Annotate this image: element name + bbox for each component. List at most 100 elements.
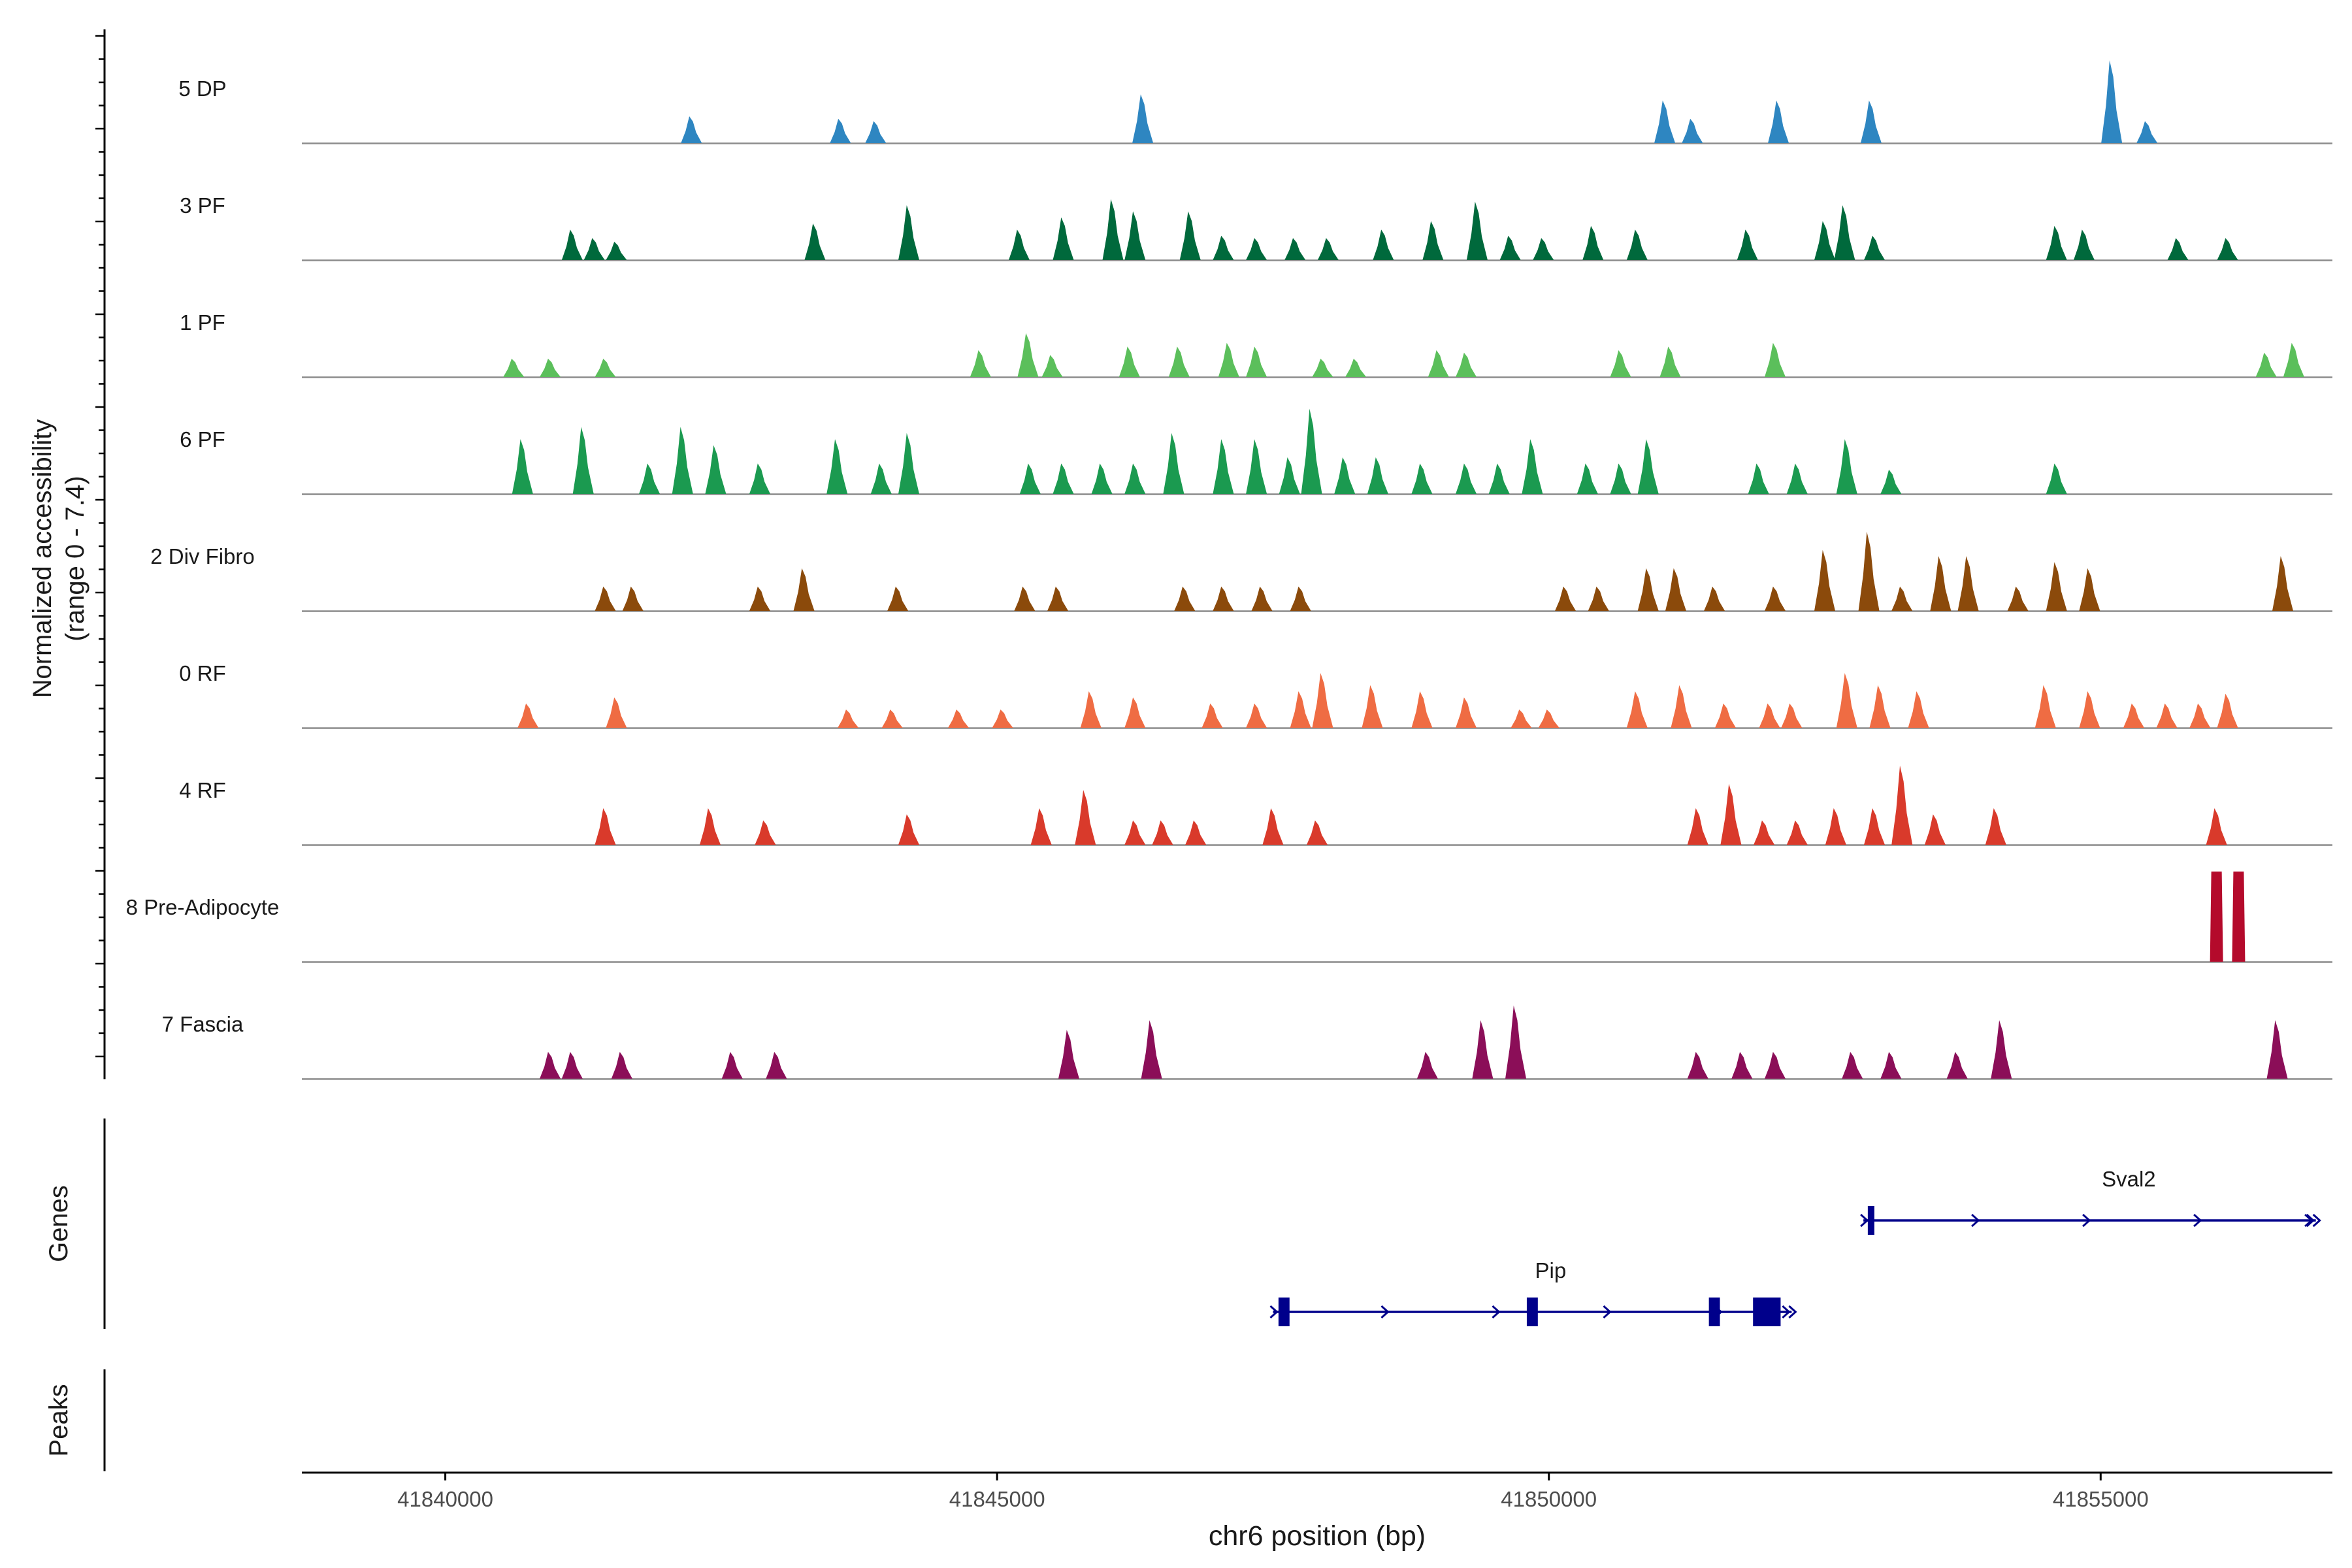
coverage-peak [1864,808,1886,845]
coverage-peak [1262,808,1284,845]
coverage-peak [1411,691,1433,728]
coverage-peak [622,586,644,611]
coverage-peak [1637,568,1659,611]
coverage-peak [2079,568,2100,611]
exon [1526,1298,1538,1326]
coverage-peak [1472,1020,1494,1079]
coverage-peak [561,1051,583,1079]
track-label: 8 Pre-Adipocyte [126,895,280,919]
coverage-peak [1814,221,1835,260]
coverage-peak [1836,673,1857,728]
coverage-peak [1091,463,1113,494]
x-axis: 41840000 41845000 41850000 41855000 chr6 pos… [302,1471,2332,1552]
coverage-peak [1345,359,1367,377]
exon [1278,1298,1290,1326]
strand-arrow [1269,1305,1279,1319]
coverage-peak [1279,457,1300,494]
coverage-peak [887,586,909,611]
coverage-peak [2046,463,2067,494]
coverage-peak [606,242,627,260]
genes-panel-label: Genes [44,1185,73,1262]
y-axis-label: Normalized accessibility (range 0 - 7.4) [28,419,90,698]
coverage-peak [992,710,1013,728]
strand-arrow [2082,1213,2091,1228]
coverage-peak [1737,229,1758,260]
coverage-peak [1301,408,1322,494]
coverage-peak [1456,352,1477,377]
coverage-peak [1456,697,1477,728]
coverage-peak [2046,225,2067,260]
coverage-peak [1880,1051,1902,1079]
coverage-peak [1538,710,1560,728]
strand-arrow [1971,1213,1980,1228]
coverage-peak [699,808,721,845]
coverage-peak [1218,342,1239,377]
x-tick-label: 41855000 [2053,1487,2149,1511]
coverage-peak [1991,1020,2012,1079]
coverage-peak [1891,765,1913,845]
coverage-peak [2283,342,2304,377]
gene-name: Pip [1535,1258,1567,1282]
coverage-peak [2034,685,2056,728]
coverage-peak [1124,463,1146,494]
coverage-peak [1307,820,1328,845]
coverage-peak [1017,333,1039,377]
coverage-peak [1814,549,1835,611]
coverage-peak [1754,820,1775,845]
coverage-peak [1626,229,1648,260]
coverage-peak [1665,568,1686,611]
coverage-peak [2073,229,2095,260]
coverage-peak [1764,342,1786,377]
track-6-pf: 6 PF [180,408,2332,495]
coverage-peak [1626,691,1648,728]
x-tick-label: 41845000 [949,1487,1045,1511]
coverage-peak [1174,586,1196,611]
coverage-peak [1213,439,1234,494]
coverage-peak [1053,463,1074,494]
coverage-peak [1030,808,1052,845]
track-3-pf: 3 PF [180,193,2332,261]
coverage-peak [1075,790,1096,845]
coverage-peak [1163,433,1184,494]
coverage-peak [1047,586,1069,611]
coverage-peak [1014,586,1036,611]
coverage-peak [1522,439,1543,494]
track-label: 5 DP [178,76,226,101]
coverage-peak [2210,872,2223,962]
x-axis-title: chr6 position (bp) [1209,1520,1426,1552]
coverage-peak [1124,820,1146,845]
coverage-peak [1312,359,1333,377]
coverage-peak [898,205,920,260]
coverage-peak [1687,808,1708,845]
strand-arrow [1380,1305,1390,1319]
coverage-peak [1008,229,1030,260]
coverage-peak [2217,238,2238,260]
track-label: 1 PF [180,310,225,335]
coverage-peak [2167,238,2189,260]
coverage-peak [705,445,727,494]
coverage-peak [2136,121,2158,143]
coverage-peak [1168,346,1190,377]
track-0-rf: 0 RF [179,661,2332,729]
strand-arrow [2304,1213,2313,1228]
coverage-peak [606,697,627,728]
strand-arrow [1492,1305,1501,1319]
coverage-peak [2255,352,2277,377]
coverage-peak [1842,1051,1863,1079]
coverage-peak [1891,586,1913,611]
gene-sval2: Sval2 [1860,1167,2321,1235]
coverage-peak [1924,814,1946,845]
coverage-peak [970,350,991,377]
coverage-peak [1582,225,1604,260]
coverage-peak [1588,586,1609,611]
coverage-peak [1908,691,1929,728]
coverage-peak [1290,586,1311,611]
coverage-peak [1946,1051,1968,1079]
coverage-peak [1422,221,1444,260]
coverage-peak [1367,457,1388,494]
coverage-peak [2206,808,2227,845]
coverage-peak [721,1051,743,1079]
coverage-peak [1654,100,1676,143]
coverage-peak [2046,562,2067,611]
strand-arrow [2193,1213,2202,1228]
